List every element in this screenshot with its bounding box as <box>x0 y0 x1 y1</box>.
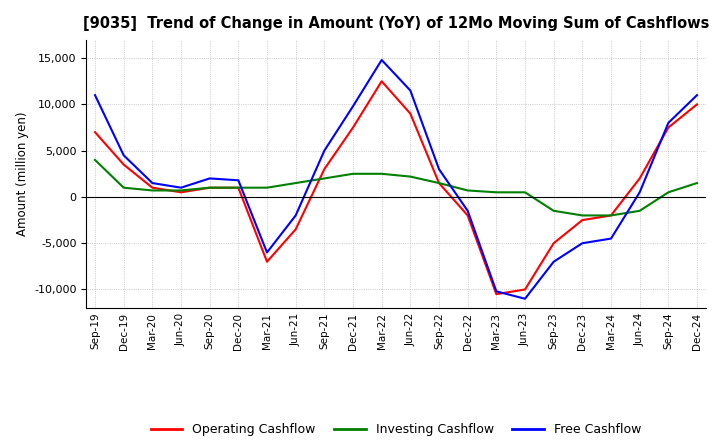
Investing Cashflow <box>406 174 415 179</box>
Investing Cashflow <box>435 180 444 186</box>
Investing Cashflow <box>635 208 644 213</box>
Line: Operating Cashflow: Operating Cashflow <box>95 81 697 294</box>
Operating Cashflow <box>664 125 672 130</box>
Free Cashflow <box>664 120 672 125</box>
Free Cashflow <box>176 185 185 191</box>
Free Cashflow <box>348 103 357 109</box>
Operating Cashflow <box>492 291 500 297</box>
Operating Cashflow <box>234 185 243 191</box>
Investing Cashflow <box>607 213 616 218</box>
Legend: Operating Cashflow, Investing Cashflow, Free Cashflow: Operating Cashflow, Investing Cashflow, … <box>146 418 646 440</box>
Investing Cashflow <box>664 190 672 195</box>
Operating Cashflow <box>176 190 185 195</box>
Free Cashflow <box>578 241 587 246</box>
Free Cashflow <box>492 289 500 294</box>
Line: Investing Cashflow: Investing Cashflow <box>95 160 697 216</box>
Investing Cashflow <box>464 188 472 193</box>
Operating Cashflow <box>120 162 128 167</box>
Operating Cashflow <box>292 227 300 232</box>
Investing Cashflow <box>205 185 214 191</box>
Operating Cashflow <box>263 259 271 264</box>
Investing Cashflow <box>549 208 558 213</box>
Operating Cashflow <box>320 166 328 172</box>
Operating Cashflow <box>348 125 357 130</box>
Operating Cashflow <box>406 111 415 116</box>
Free Cashflow <box>464 208 472 213</box>
Y-axis label: Amount (million yen): Amount (million yen) <box>16 112 29 236</box>
Investing Cashflow <box>521 190 529 195</box>
Free Cashflow <box>635 190 644 195</box>
Title: [9035]  Trend of Change in Amount (YoY) of 12Mo Moving Sum of Cashflows: [9035] Trend of Change in Amount (YoY) o… <box>83 16 709 32</box>
Operating Cashflow <box>377 79 386 84</box>
Operating Cashflow <box>435 180 444 186</box>
Investing Cashflow <box>492 190 500 195</box>
Free Cashflow <box>205 176 214 181</box>
Free Cashflow <box>521 296 529 301</box>
Free Cashflow <box>406 88 415 93</box>
Investing Cashflow <box>176 188 185 193</box>
Operating Cashflow <box>549 241 558 246</box>
Free Cashflow <box>320 148 328 153</box>
Free Cashflow <box>435 166 444 172</box>
Free Cashflow <box>292 213 300 218</box>
Investing Cashflow <box>234 185 243 191</box>
Operating Cashflow <box>521 287 529 292</box>
Investing Cashflow <box>578 213 587 218</box>
Free Cashflow <box>148 180 157 186</box>
Operating Cashflow <box>607 213 616 218</box>
Operating Cashflow <box>635 176 644 181</box>
Operating Cashflow <box>148 185 157 191</box>
Investing Cashflow <box>148 188 157 193</box>
Investing Cashflow <box>693 180 701 186</box>
Operating Cashflow <box>205 185 214 191</box>
Investing Cashflow <box>263 185 271 191</box>
Operating Cashflow <box>693 102 701 107</box>
Free Cashflow <box>607 236 616 241</box>
Investing Cashflow <box>377 171 386 176</box>
Free Cashflow <box>91 92 99 98</box>
Investing Cashflow <box>348 171 357 176</box>
Investing Cashflow <box>120 185 128 191</box>
Investing Cashflow <box>292 180 300 186</box>
Operating Cashflow <box>578 217 587 223</box>
Operating Cashflow <box>91 129 99 135</box>
Free Cashflow <box>549 259 558 264</box>
Free Cashflow <box>234 178 243 183</box>
Investing Cashflow <box>320 176 328 181</box>
Free Cashflow <box>120 153 128 158</box>
Operating Cashflow <box>464 213 472 218</box>
Free Cashflow <box>263 250 271 255</box>
Free Cashflow <box>693 92 701 98</box>
Line: Free Cashflow: Free Cashflow <box>95 60 697 299</box>
Free Cashflow <box>377 57 386 62</box>
Investing Cashflow <box>91 157 99 162</box>
